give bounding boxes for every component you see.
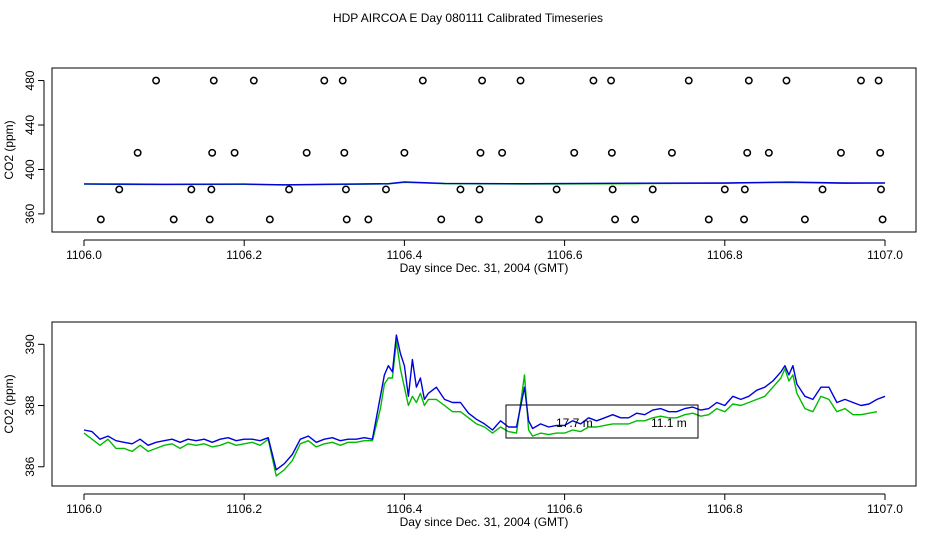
scatter-point — [382, 185, 390, 194]
scatter-point — [743, 148, 752, 157]
scatter-point — [400, 148, 409, 157]
scatter-point — [475, 185, 484, 194]
scatter-point — [552, 185, 561, 194]
scatter-point — [608, 185, 617, 194]
scatter-point — [187, 185, 196, 194]
top-panel: 1106.0 1106.2 1106.4 1106.6 1106.8 1107.0 Day … — [2, 67, 917, 275]
scatter-point — [589, 76, 598, 85]
scatter-point — [684, 76, 693, 85]
scatter-point — [800, 215, 809, 224]
scatter-point — [169, 215, 178, 224]
scatter-point — [818, 185, 827, 194]
scatter-point — [607, 76, 616, 85]
scatter-point — [418, 76, 427, 85]
scatter-point — [205, 215, 214, 224]
scatter-point — [535, 215, 543, 224]
plot-frame — [51, 321, 917, 487]
x-axis-label: Day since Dec. 31, 2004 (GMT) — [400, 515, 569, 529]
y-tick-label: 388 — [23, 395, 37, 415]
x-tick-label: 1107.0 — [867, 248, 903, 262]
scatter-point — [320, 76, 329, 85]
scatter-point — [498, 148, 507, 157]
scatter-point — [478, 76, 487, 85]
y-tick-label: 390 — [23, 334, 37, 354]
scatter-point — [874, 76, 883, 85]
scatter-point — [96, 215, 105, 224]
scatter-point — [476, 148, 485, 157]
scatter-point — [704, 215, 713, 224]
scatter-point — [437, 215, 446, 224]
x-tick-label: 1106.0 — [66, 502, 102, 516]
plot-area — [83, 334, 886, 477]
scatter-point — [338, 76, 347, 85]
scatter-point — [877, 185, 885, 194]
scatter-point — [878, 215, 887, 224]
scatter-point — [607, 148, 616, 157]
legend-box — [505, 404, 699, 439]
scatter-point — [631, 215, 640, 224]
scatter-point — [230, 148, 239, 157]
series-line-green — [83, 340, 878, 477]
scatter-point — [302, 148, 311, 157]
x-tick-label: 1106.4 — [386, 502, 422, 516]
scatter-point — [720, 185, 729, 194]
series-line-blue — [83, 181, 886, 186]
scatter-point — [115, 185, 124, 194]
x-axis-label: Day since Dec. 31, 2004 (GMT) — [400, 261, 569, 275]
scatter-point — [341, 185, 350, 194]
scatter-point — [836, 148, 845, 157]
scatter-point — [764, 148, 773, 157]
scatter-point — [340, 148, 349, 157]
y-axis-label: CO2 (ppm) — [2, 120, 16, 179]
y-tick-label: 386 — [23, 456, 37, 476]
scatter-point — [249, 76, 258, 85]
scatter-point — [456, 185, 465, 194]
scatter-point — [152, 76, 161, 85]
y-tick-label: 440 — [23, 115, 37, 135]
scatter-point — [474, 215, 483, 224]
scatter-point — [857, 76, 865, 85]
scatter-point — [667, 148, 676, 157]
y-axis-label: CO2 (ppm) — [2, 374, 16, 433]
scatter-point — [207, 185, 216, 194]
series-line-blue — [83, 334, 886, 471]
x-tick-label: 1106.6 — [547, 502, 583, 516]
plot-area — [83, 181, 886, 186]
bottom-panel: 1106.0 1106.2 1106.4 1106.6 1106.8 1107.0 Day … — [2, 321, 917, 529]
y-tick-label: 480 — [23, 70, 37, 90]
legend-entry: 17.7 m — [556, 416, 593, 430]
scatter-point — [285, 185, 294, 194]
scatter-point — [648, 185, 657, 194]
scatter-point — [611, 215, 620, 224]
scatter-point — [516, 76, 525, 85]
scatter-point — [744, 76, 753, 85]
x-tick-label: 1106.6 — [547, 248, 583, 262]
x-tick-label: 1106.0 — [66, 248, 102, 262]
scatter-point — [740, 185, 749, 194]
scatter-point — [265, 215, 274, 224]
scatter-point — [133, 148, 142, 157]
x-tick-label: 1106.2 — [226, 248, 262, 262]
plot-frame — [51, 67, 917, 233]
scatter-point — [782, 76, 791, 85]
scatter-point — [570, 148, 579, 157]
scatter-point — [342, 215, 351, 224]
x-tick-label: 1107.0 — [867, 502, 903, 516]
y-tick-label: 360 — [23, 204, 37, 224]
figure-title: HDP AIRCOA E Day 080111 Calibrated Times… — [333, 11, 603, 25]
scatter-point — [208, 148, 217, 157]
scatter-point — [209, 76, 218, 85]
x-tick-label: 1106.4 — [386, 248, 422, 262]
x-tick-label: 1106.2 — [226, 502, 262, 516]
scatter-point — [876, 148, 885, 157]
y-tick-label: 400 — [23, 159, 37, 179]
x-tick-label: 1106.8 — [707, 502, 743, 516]
scatter-point — [364, 215, 373, 224]
scatter-point — [740, 215, 748, 224]
x-tick-label: 1106.8 — [707, 248, 743, 262]
legend-entry: 11.1 m — [651, 416, 687, 430]
